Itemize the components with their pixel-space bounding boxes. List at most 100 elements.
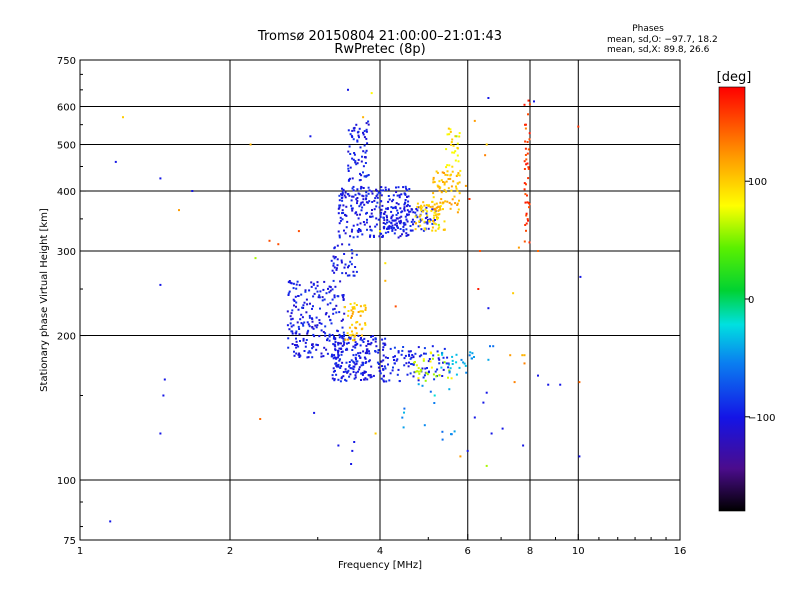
data-point: [391, 214, 394, 217]
data-point: [362, 363, 365, 366]
data-point: [388, 379, 391, 382]
data-point: [407, 213, 410, 216]
data-point: [268, 239, 271, 242]
data-point: [357, 231, 360, 233]
data-point: [445, 190, 448, 193]
data-point: [411, 229, 414, 232]
data-point: [343, 312, 346, 315]
data-point: [335, 304, 338, 307]
colorbar-tick-label: −100: [748, 413, 775, 424]
y-tick-label: 100: [57, 476, 76, 487]
data-point: [369, 228, 372, 231]
data-point: [427, 218, 429, 221]
stats-heading: Phases: [632, 24, 664, 34]
data-point: [393, 232, 396, 235]
data-point: [396, 373, 399, 376]
data-point: [346, 371, 349, 374]
data-point: [454, 159, 457, 162]
data-point: [376, 201, 379, 204]
data-point: [350, 134, 353, 137]
data-point: [426, 367, 428, 369]
data-point: [361, 339, 364, 342]
data-point: [403, 207, 406, 210]
data-point: [310, 285, 313, 288]
data-point: [425, 221, 428, 224]
data-point: [346, 220, 349, 223]
data-point: [403, 221, 406, 224]
data-point: [349, 334, 352, 337]
data-point: [325, 348, 328, 351]
data-point: [413, 220, 416, 223]
data-point: [360, 372, 363, 375]
data-point: [351, 323, 354, 326]
data-point: [364, 309, 367, 311]
data-point: [349, 133, 352, 136]
data-point: [447, 363, 450, 366]
data-point: [347, 150, 350, 153]
data-point: [375, 345, 378, 348]
data-point: [321, 299, 324, 302]
data-point: [484, 154, 487, 157]
data-point: [446, 174, 449, 177]
data-point: [377, 191, 380, 194]
data-point: [451, 359, 454, 362]
data-point: [333, 379, 336, 382]
data-point: [408, 350, 411, 353]
data-point: [433, 394, 436, 397]
data-point: [471, 357, 473, 360]
data-point: [407, 195, 410, 198]
data-point: [387, 188, 390, 191]
data-point: [358, 368, 361, 371]
data-point: [356, 200, 359, 202]
data-point: [352, 371, 355, 373]
data-point: [432, 373, 435, 376]
data-point: [337, 230, 340, 233]
data-point: [382, 212, 385, 215]
data-point: [335, 268, 338, 271]
data-point: [524, 140, 527, 143]
data-point: [404, 201, 407, 204]
data-point: [446, 170, 449, 173]
data-point: [384, 367, 387, 370]
data-point: [288, 328, 291, 331]
data-point: [364, 362, 367, 364]
data-point: [473, 119, 476, 122]
data-point: [346, 338, 349, 341]
data-point: [435, 375, 438, 378]
data-point: [339, 280, 342, 283]
data-point: [312, 305, 314, 308]
data-point: [359, 203, 362, 206]
data-point: [356, 188, 359, 191]
data-point: [367, 192, 370, 195]
data-point: [578, 455, 581, 458]
data-point: [437, 354, 440, 357]
data-point: [347, 167, 350, 170]
data-point: [291, 317, 294, 320]
data-point: [363, 371, 366, 374]
data-point: [395, 359, 398, 362]
data-point: [423, 352, 425, 355]
data-point: [347, 193, 350, 196]
data-point: [334, 341, 337, 343]
data-point: [524, 147, 527, 150]
data-point: [306, 331, 309, 334]
data-point: [447, 187, 450, 190]
data-point: [295, 332, 298, 335]
data-point: [358, 205, 361, 208]
data-point: [339, 380, 342, 383]
data-point: [477, 288, 480, 290]
data-point: [441, 375, 444, 377]
data-point: [432, 176, 435, 179]
colorbar-tick-label: 0: [748, 295, 754, 306]
data-point: [315, 343, 318, 346]
data-point: [458, 199, 460, 202]
data-point: [365, 128, 368, 131]
data-point: [400, 353, 403, 356]
data-point: [385, 380, 388, 383]
data-point: [410, 363, 413, 365]
data-point: [365, 122, 368, 125]
data-point: [308, 314, 311, 317]
data-point: [357, 217, 360, 220]
data-point: [357, 192, 360, 195]
data-point: [432, 192, 435, 195]
